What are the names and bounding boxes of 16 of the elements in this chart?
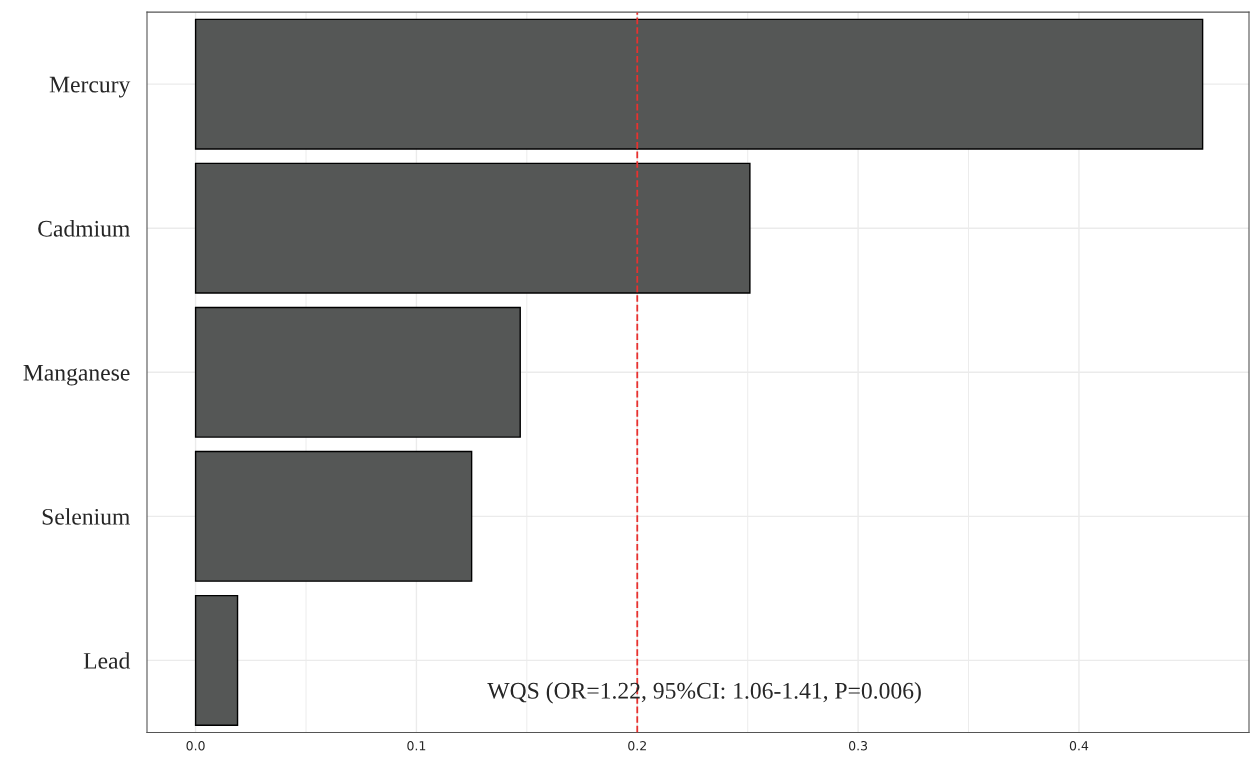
x-tick-label: 0.1 xyxy=(407,740,426,751)
bar xyxy=(194,594,239,726)
annotation: WQS (OR=1.22, 95%CI: 1.06-1.41, P=0.006) xyxy=(487,682,921,704)
bar xyxy=(194,306,521,438)
y-tick-label: Lead xyxy=(83,652,131,669)
y-tick-label: Cadmium xyxy=(38,220,130,237)
x-tick-label: 0.4 xyxy=(1069,740,1089,751)
x-tick-label: 0.0 xyxy=(186,740,205,751)
x-tick-label: 0.2 xyxy=(628,740,646,751)
bar xyxy=(194,162,751,294)
bar xyxy=(194,450,473,582)
x-tick-label: 0.3 xyxy=(848,740,868,751)
y-tick-label: Manganese xyxy=(23,364,130,386)
y-tick-label: Selenium xyxy=(42,508,130,525)
bar xyxy=(194,18,1204,150)
y-tick-label: Mercury xyxy=(49,76,131,98)
